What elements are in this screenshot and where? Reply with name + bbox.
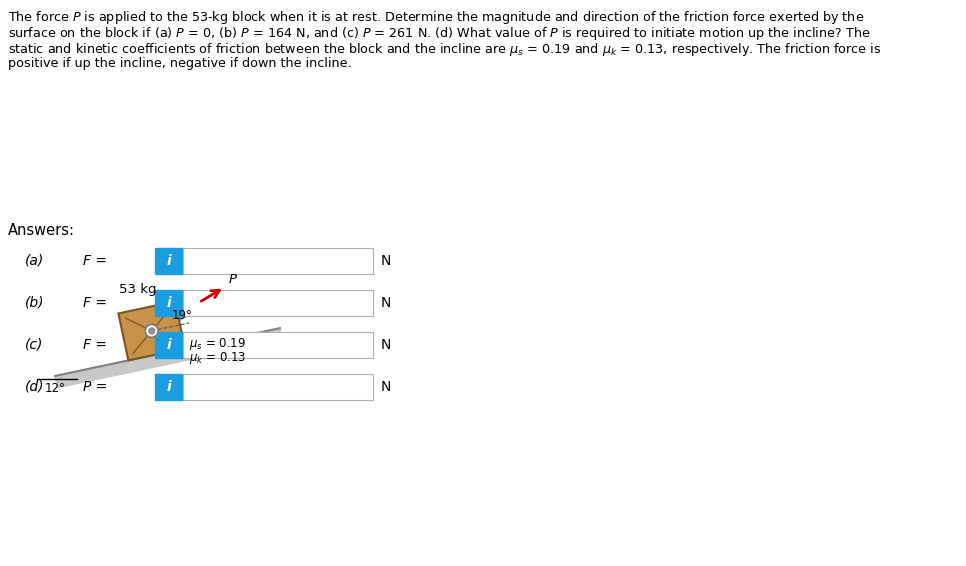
FancyBboxPatch shape (183, 332, 373, 358)
FancyBboxPatch shape (155, 374, 183, 400)
FancyBboxPatch shape (155, 248, 183, 274)
Text: static and kinetic coefficients of friction between the block and the incline ar: static and kinetic coefficients of frict… (8, 41, 881, 58)
FancyBboxPatch shape (183, 290, 373, 316)
Text: i: i (166, 338, 171, 352)
Text: The force $\it{P}$ is applied to the 53-kg block when it is at rest. Determine t: The force $\it{P}$ is applied to the 53-… (8, 9, 865, 26)
Text: N: N (381, 380, 391, 394)
Text: i: i (166, 380, 171, 394)
Text: $\mu_k$ = 0.13: $\mu_k$ = 0.13 (188, 350, 245, 366)
Text: (a): (a) (25, 254, 44, 268)
Circle shape (145, 324, 158, 337)
FancyBboxPatch shape (155, 290, 183, 316)
Text: positive if up the incline, negative if down the incline.: positive if up the incline, negative if … (8, 57, 352, 70)
Polygon shape (55, 328, 282, 388)
Text: P: P (229, 273, 237, 286)
Text: (d): (d) (25, 380, 44, 394)
FancyBboxPatch shape (183, 248, 373, 274)
Text: Answers:: Answers: (8, 223, 75, 238)
Text: 12°: 12° (45, 382, 66, 395)
Text: i: i (166, 254, 171, 268)
Polygon shape (119, 302, 185, 361)
Text: (b): (b) (25, 296, 44, 310)
Text: P =: P = (83, 380, 107, 394)
FancyBboxPatch shape (155, 332, 183, 358)
FancyBboxPatch shape (183, 374, 373, 400)
Text: N: N (381, 254, 391, 268)
Text: 53 kg: 53 kg (119, 284, 156, 297)
Text: surface on the block if (a) $\it{P}$ = 0, (b) $\it{P}$ = 164 N, and (c) $\it{P}$: surface on the block if (a) $\it{P}$ = 0… (8, 25, 870, 42)
Text: N: N (381, 296, 391, 310)
Circle shape (149, 328, 155, 334)
Text: 19°: 19° (172, 309, 192, 322)
Text: F =: F = (83, 338, 107, 352)
Text: (c): (c) (25, 338, 43, 352)
Text: F =: F = (83, 296, 107, 310)
Text: i: i (166, 296, 171, 310)
Text: $\mu_s$ = 0.19: $\mu_s$ = 0.19 (188, 336, 245, 352)
Text: F =: F = (83, 254, 107, 268)
Text: N: N (381, 338, 391, 352)
